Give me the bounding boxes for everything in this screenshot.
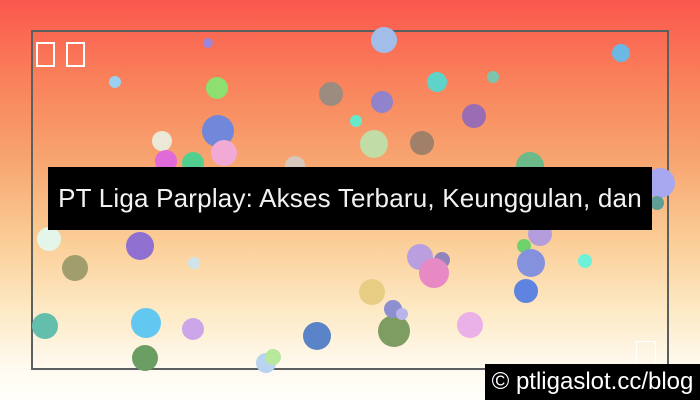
confetti-circle	[419, 258, 449, 288]
page-title: PT Liga Parplay: Akses Terbaru, Keunggul…	[58, 183, 642, 213]
watermark-text: © ptligaslot.cc/blog	[491, 368, 694, 395]
confetti-circle	[514, 279, 538, 303]
confetti-circle	[155, 150, 177, 172]
confetti-circle	[517, 249, 545, 277]
confetti-circle	[206, 77, 228, 99]
confetti-circle	[457, 312, 483, 338]
confetti-circle	[182, 318, 204, 340]
confetti-circle	[350, 115, 362, 127]
confetti-circle	[612, 44, 630, 62]
confetti-circle	[427, 72, 447, 92]
confetti-circle	[360, 130, 388, 158]
confetti-circle	[410, 131, 434, 155]
missing-glyph-icon	[636, 341, 656, 365]
confetti-circle	[396, 308, 408, 320]
confetti-circle	[371, 91, 393, 113]
title-banner: PT Liga Parplay: Akses Terbaru, Keunggul…	[48, 167, 652, 230]
confetti-circle	[126, 232, 154, 260]
confetti-circle	[487, 71, 499, 83]
confetti-circle	[109, 76, 121, 88]
confetti-circle	[378, 315, 410, 347]
confetti-circle	[319, 82, 343, 106]
confetti-circle	[37, 227, 61, 251]
confetti-circle	[152, 131, 172, 151]
glyph-box-row	[36, 42, 85, 67]
confetti-circle	[578, 254, 592, 268]
confetti-circle	[32, 313, 58, 339]
confetti-circle	[303, 322, 331, 350]
confetti-circle	[650, 196, 664, 210]
confetti-circle	[203, 38, 213, 48]
missing-glyph-icon	[36, 42, 55, 67]
confetti-circle	[462, 104, 486, 128]
confetti-circle	[62, 255, 88, 281]
confetti-circle	[371, 27, 397, 53]
watermark-badge: © ptligaslot.cc/blog	[485, 364, 700, 400]
confetti-circle	[188, 257, 200, 269]
confetti-circle	[131, 308, 161, 338]
decorative-frame	[31, 30, 669, 370]
confetti-circle	[211, 140, 237, 166]
confetti-circle	[132, 345, 158, 371]
missing-glyph-icon	[66, 42, 85, 67]
confetti-circle	[359, 279, 385, 305]
confetti-circle	[265, 349, 281, 365]
